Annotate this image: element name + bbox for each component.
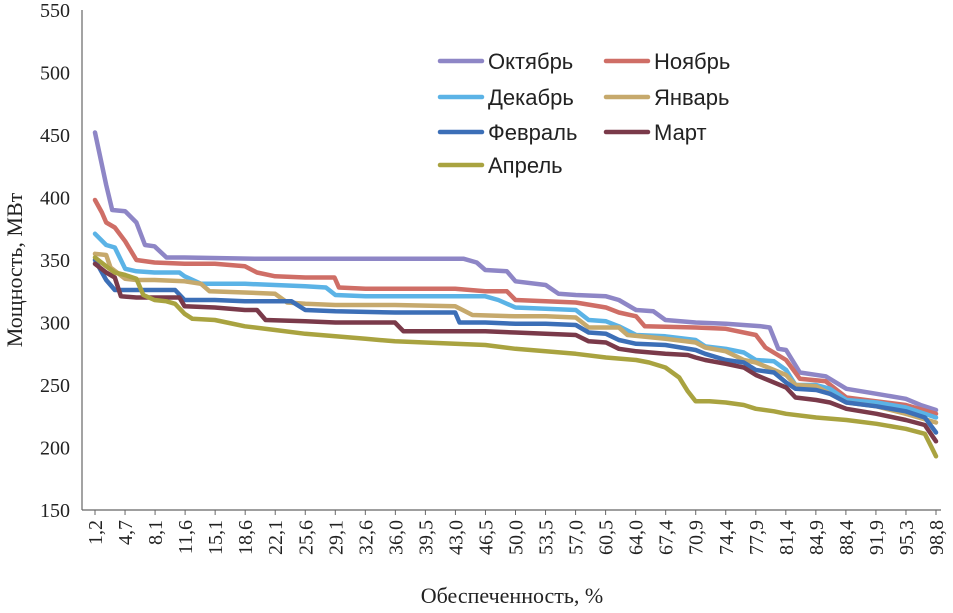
legend-label: Декабрь xyxy=(488,85,574,110)
y-tick-labels: 150 200 250 300 350 400 450 500 550 xyxy=(40,0,70,522)
x-tick-label: 29,1 xyxy=(325,520,347,555)
x-tick-label: 64,0 xyxy=(626,520,648,555)
x-tick-label: 84,9 xyxy=(806,520,828,555)
x-tick-label: 50,0 xyxy=(506,520,528,555)
y-tick-label: 450 xyxy=(40,125,70,147)
y-axis-title: Мощность, МВт xyxy=(2,192,27,347)
x-tick-label: 18,6 xyxy=(235,520,257,555)
x-tick-label: 60,5 xyxy=(596,520,618,555)
series-line-4 xyxy=(92,251,939,425)
x-tick-label: 88,4 xyxy=(836,520,858,555)
series-line-6 xyxy=(92,261,939,444)
x-tick-label: 32,6 xyxy=(355,520,377,555)
x-tick-label: 8,1 xyxy=(145,520,167,545)
x-tick-label: 67,4 xyxy=(656,520,678,555)
y-tick-label: 350 xyxy=(40,250,70,272)
x-tick-label: 70,9 xyxy=(686,520,708,555)
x-tick-label: 77,9 xyxy=(746,520,768,555)
x-tick-label: 43,0 xyxy=(445,520,467,555)
x-tick-label: 91,9 xyxy=(866,520,888,555)
legend-label: Февраль xyxy=(488,120,577,145)
legend-label: Ноябрь xyxy=(654,49,730,74)
legend-label: Апрель xyxy=(488,153,563,178)
series-line-1 xyxy=(92,130,939,413)
x-tick-label: 25,6 xyxy=(295,520,317,555)
y-tick-label: 400 xyxy=(40,188,70,210)
x-tick-label: 4,7 xyxy=(115,520,137,545)
x-tick-label: 74,4 xyxy=(716,520,738,555)
y-tick-label: 150 xyxy=(40,500,70,522)
x-tick-label: 15,1 xyxy=(205,520,227,555)
series-line-7 xyxy=(92,255,939,459)
x-tick-label: 11,6 xyxy=(175,520,197,554)
legend: Октябрь Ноябрь Декабрь Январь Февраль Март Апр… xyxy=(437,49,730,178)
x-tick-label: 98,8 xyxy=(926,520,948,555)
legend-label: Март xyxy=(654,120,707,145)
y-tick-label: 200 xyxy=(40,438,70,460)
x-tick-labels: 1,2 4,7 8,1 11,6 15,1 18,6 22,1 25,6 29,1 32,6 36,… xyxy=(85,510,948,555)
series-line-5 xyxy=(92,257,939,435)
series-lines xyxy=(92,130,939,459)
y-tick-label: 500 xyxy=(40,63,70,85)
y-tick-label: 300 xyxy=(40,313,70,335)
x-tick-label: 22,1 xyxy=(265,520,287,555)
x-axis-title: Обеспеченность, % xyxy=(421,583,604,608)
x-tick-label: 81,4 xyxy=(776,520,798,555)
y-tick-label: 250 xyxy=(40,375,70,397)
x-tick-label: 39,5 xyxy=(415,520,437,555)
y-tick-label: 550 xyxy=(40,0,70,22)
x-tick-label: 36,0 xyxy=(385,520,407,555)
x-tick-label: 57,0 xyxy=(566,520,588,555)
x-tick-label: 53,5 xyxy=(536,520,558,555)
x-tick-label: 95,3 xyxy=(896,520,918,555)
x-tick-label: 46,5 xyxy=(475,520,497,555)
legend-label: Январь xyxy=(654,85,729,110)
x-tick-label: 1,2 xyxy=(85,520,107,545)
legend-label: Октябрь xyxy=(488,49,573,74)
series-line-2 xyxy=(92,197,939,417)
